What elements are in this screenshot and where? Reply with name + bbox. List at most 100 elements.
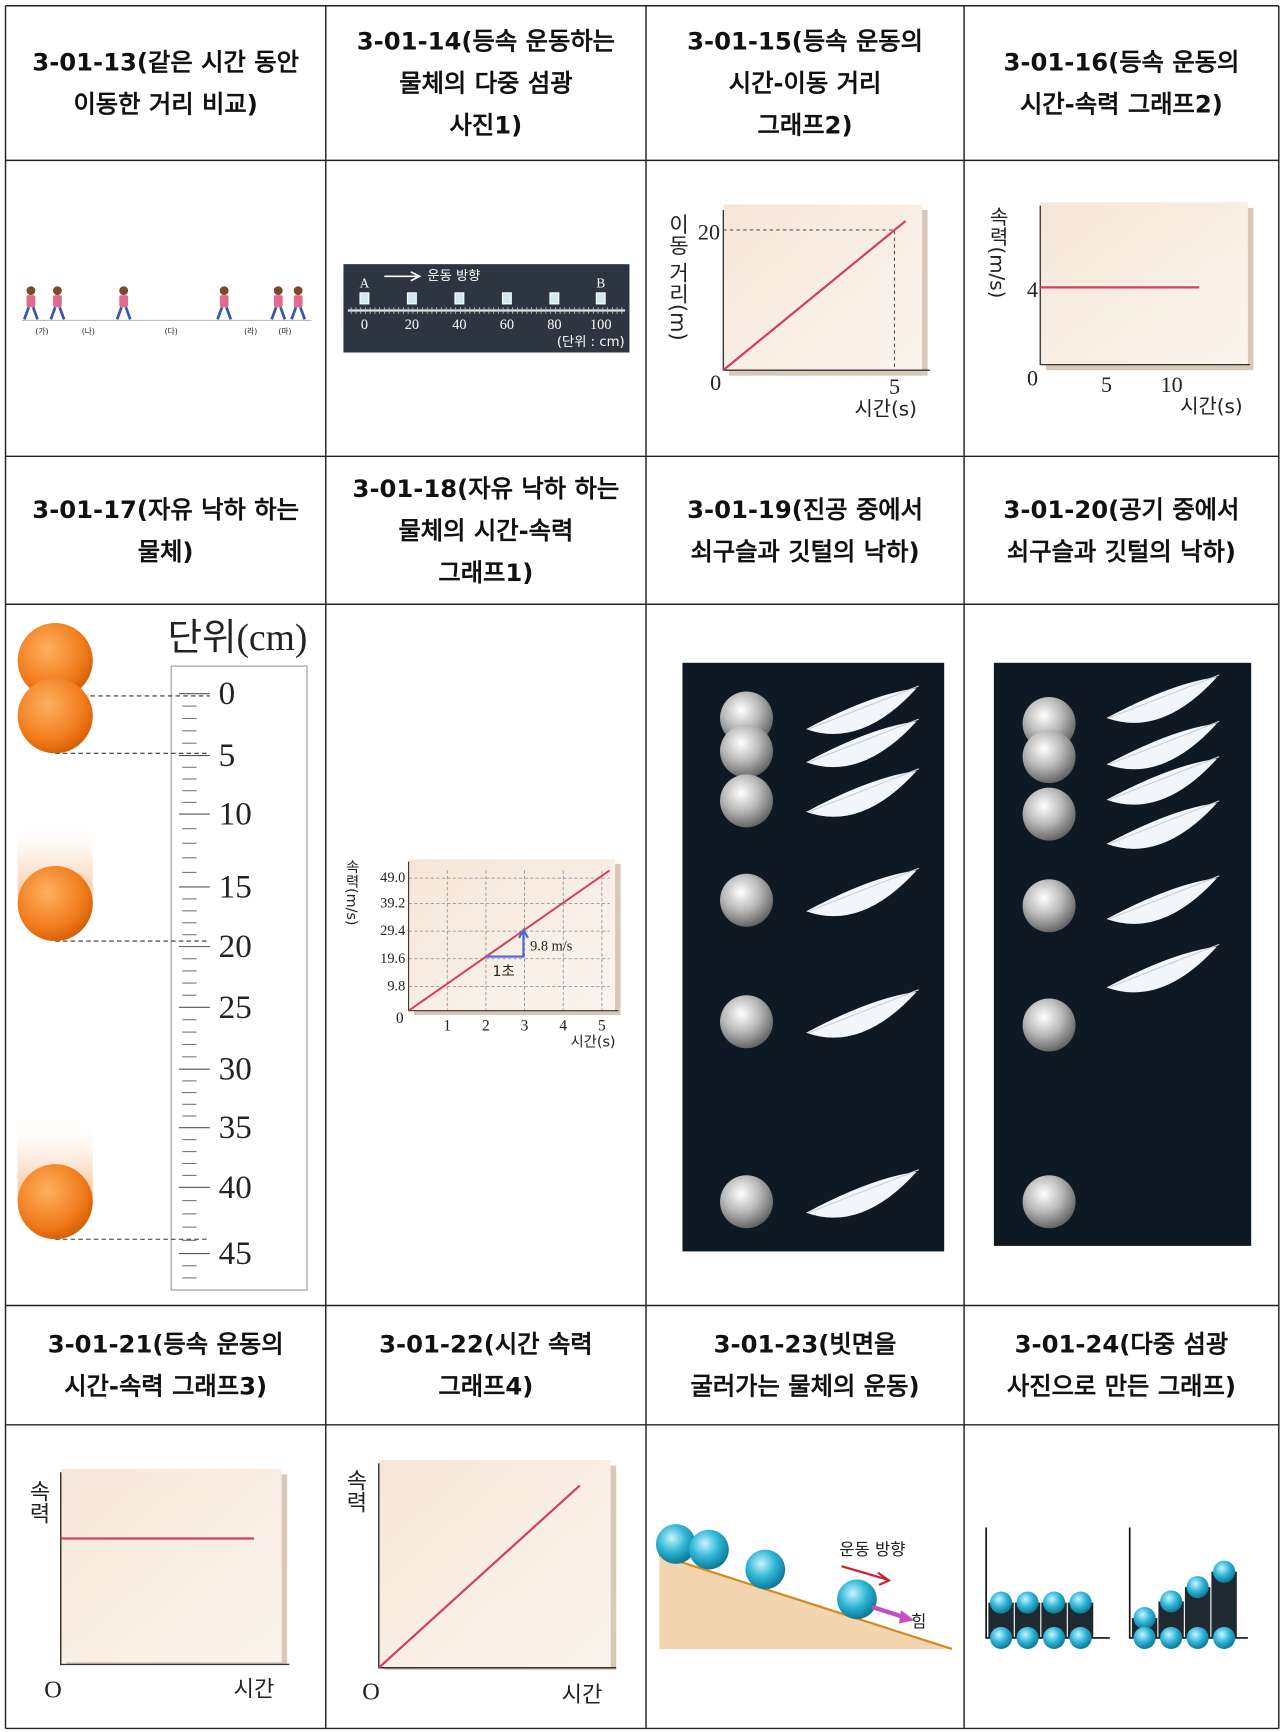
caption: 3-01-17(자유 낙하 하는 [32,495,299,524]
ball [17,623,93,699]
steel-ball [720,1175,774,1229]
feather [1106,723,1217,770]
steel-ball [1022,879,1076,933]
cup [454,292,465,305]
feather-shaft [1108,674,1220,719]
caption: 물체의 시간-속력 [398,516,573,545]
ball [17,866,93,942]
ball [1213,1560,1236,1583]
feather [1106,677,1217,723]
walker-legs [115,306,132,320]
walker-legs [49,306,66,320]
walker-head [26,286,36,296]
graph-line [408,869,611,1012]
figure-label: 1 [443,1018,451,1035]
ball [745,1549,786,1590]
cup [359,292,370,305]
feather-shaft [808,718,919,763]
walker-body [273,295,283,308]
walker-legs [290,306,307,320]
caption: 물체) [138,537,194,566]
caption: 3-01-20(공기 중에서 [1003,495,1239,524]
plot-bg [60,1468,282,1663]
figure-label: 시간(s) [854,397,916,420]
caption: 3-01-22(시간 속력 [379,1330,593,1359]
steel-ball [1022,998,1076,1052]
figure-label: 45 [219,1235,252,1272]
ball [17,678,93,754]
walker-head [119,286,129,296]
steel-ball [720,995,774,1049]
ball [837,1579,877,1620]
figure-label: 15 [219,868,252,905]
figure-label: 4 [1027,277,1038,302]
figure-label: 9.8 m/s [530,939,573,955]
slope-edge [658,1554,953,1651]
caption: 쇠구슬과 깃털의 낙하) [1007,537,1236,566]
cup [549,292,560,305]
photo-bg [343,264,630,353]
cup [406,292,417,305]
walker-head [219,286,229,296]
feather-shaft [1108,720,1220,765]
figure-label: 속력(m/s) [343,859,359,926]
figure-label: 2 [482,1018,490,1035]
caption: 3-01-18(자유 낙하 하는 [353,474,620,503]
ball [17,1164,93,1240]
walker-body [119,295,129,308]
slope-arrow [485,927,529,958]
walker-legs [22,306,39,320]
axes [60,1472,290,1666]
cup [595,292,606,305]
caption: 3-01-21(등속 운동의 [48,1330,284,1359]
plot-bg [1040,202,1248,365]
force-head [898,1610,915,1624]
figure-label: 속력(m/s) [986,207,1009,299]
steel-ball [1022,1175,1076,1229]
figure-label: 10 [1161,372,1183,397]
figure-label: 운동 방향 [839,1540,905,1559]
ball [1186,1576,1209,1599]
caption: 굴러가는 물체의 운동) [691,1372,920,1401]
figure-label: 80 [547,317,561,333]
figure-label: B [596,275,605,290]
walker-legs [270,306,287,320]
figure-label: 19.6 [380,951,405,967]
figure-label: 시간 [562,1683,603,1708]
figure-label: 5 [889,374,900,399]
ball [655,1524,696,1564]
ball [1133,1606,1156,1630]
figure-label: (나) [82,327,95,336]
feather-shaft [808,1169,919,1214]
figure-label: 20 [405,317,419,333]
figure-label: 20 [698,220,720,245]
caption: 3-01-19(진공 중에서 [687,495,923,524]
caption: 사진으로 만든 그래프) [1007,1372,1236,1401]
figure-label: 39.2 [380,896,405,912]
feather-shaft [1108,943,1220,988]
feather-shaft [1108,756,1220,801]
caption: 그래프1) [438,558,533,587]
ball [1069,1591,1092,1614]
feather [806,688,917,734]
arrow [384,271,422,282]
caption: 3-01-24(다중 섬광 [1015,1330,1229,1359]
caption: 사진1) [450,111,523,140]
feather-shaft [808,867,919,912]
figure-label: 시간 [234,1677,275,1702]
figure-label: 1초 [492,964,514,980]
figure-label: 이동 거리(m) [666,213,690,340]
figure-label: 힘 [911,1612,926,1631]
feather-shaft [808,989,919,1034]
figure-label: 30 [219,1051,252,1088]
feather [806,1171,917,1218]
figure-label: 속력 [25,1480,50,1525]
figure-label: 40 [452,317,466,333]
steel-ball [720,873,774,927]
figure-label: (라) [244,327,257,336]
feather-shaft [808,768,919,813]
caption: 3-01-13(같은 시간 동안 [32,48,299,77]
figure-label: 5 [219,737,236,774]
figure-label: A [360,275,370,290]
